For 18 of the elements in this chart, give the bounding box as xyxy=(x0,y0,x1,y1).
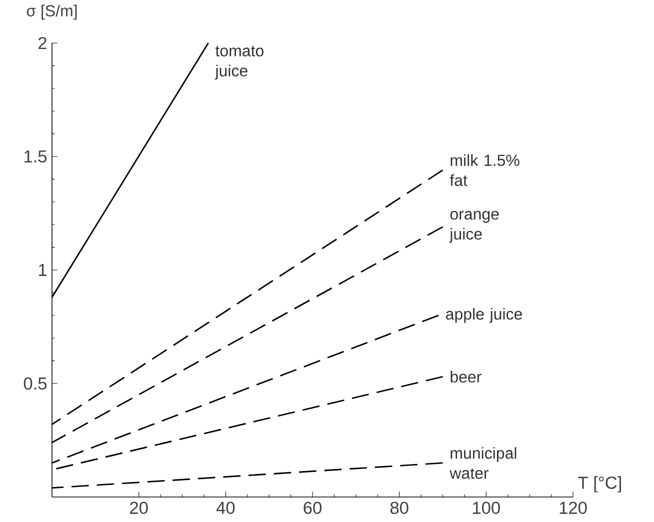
x-tick-label: 40 xyxy=(216,502,235,514)
series-label: tomato juice xyxy=(214,46,264,80)
x-tick-label: 100 xyxy=(473,502,500,514)
series-label: beer xyxy=(450,370,482,383)
y-tick-label: 1 xyxy=(38,264,46,276)
y-tick-label: 1.5 xyxy=(24,150,47,163)
series-label: apple juice xyxy=(446,308,522,323)
series-label: municipal water xyxy=(450,447,516,479)
x-tick-label: 60 xyxy=(304,502,322,514)
x-tick-label: 80 xyxy=(390,502,408,514)
y-axis-title: σ [S/m] xyxy=(26,4,77,20)
y-tick-label: 0.5 xyxy=(24,377,47,390)
y-tick-label: 2 xyxy=(38,36,46,50)
x-tick-label: 120 xyxy=(560,502,587,514)
x-axis-title: T [°C] xyxy=(578,476,621,492)
series-label: orange juice xyxy=(449,210,499,243)
x-tick-label: 20 xyxy=(130,502,148,514)
series-label: milk 1.5% fat xyxy=(450,154,520,186)
